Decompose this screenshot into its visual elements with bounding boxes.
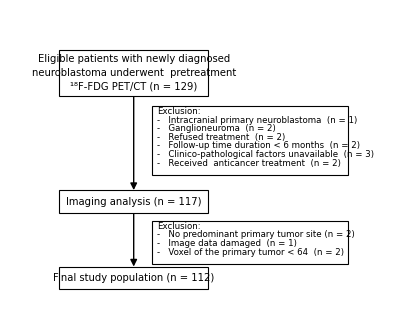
- Text: -   Follow-up time duration < 6 months  (n = 2): - Follow-up time duration < 6 months (n …: [157, 141, 360, 151]
- Text: -   Image data damaged  (n = 1): - Image data damaged (n = 1): [157, 239, 297, 248]
- Text: Eligible patients with newly diagnosed
neuroblastoma underwent  pretreatment
¹⁸F: Eligible patients with newly diagnosed n…: [32, 54, 236, 91]
- Text: Exclusion:: Exclusion:: [157, 107, 200, 116]
- Text: Imaging analysis (n = 117): Imaging analysis (n = 117): [66, 197, 202, 207]
- FancyBboxPatch shape: [152, 106, 348, 175]
- FancyBboxPatch shape: [59, 266, 208, 290]
- Text: -   Voxel of the primary tumor < 64  (n = 2): - Voxel of the primary tumor < 64 (n = 2…: [157, 248, 344, 257]
- Text: -   Ganglioneuroma  (n = 2): - Ganglioneuroma (n = 2): [157, 124, 276, 133]
- Text: Exclusion:: Exclusion:: [157, 222, 200, 231]
- Text: -   Intracranial primary neuroblastoma  (n = 1): - Intracranial primary neuroblastoma (n …: [157, 116, 357, 125]
- Text: -   No predominant primary tumor site (n = 2): - No predominant primary tumor site (n =…: [157, 230, 355, 239]
- Text: -   Received  anticancer treatment  (n = 2): - Received anticancer treatment (n = 2): [157, 159, 341, 168]
- Text: Final study population (n = 112): Final study population (n = 112): [53, 273, 214, 283]
- FancyBboxPatch shape: [59, 190, 208, 213]
- FancyBboxPatch shape: [152, 221, 348, 264]
- Text: -   Clinico-pathological factors unavailable  (n = 3): - Clinico-pathological factors unavailab…: [157, 150, 374, 159]
- FancyBboxPatch shape: [59, 50, 208, 96]
- Text: -   Refused treatment  (n = 2): - Refused treatment (n = 2): [157, 133, 285, 142]
